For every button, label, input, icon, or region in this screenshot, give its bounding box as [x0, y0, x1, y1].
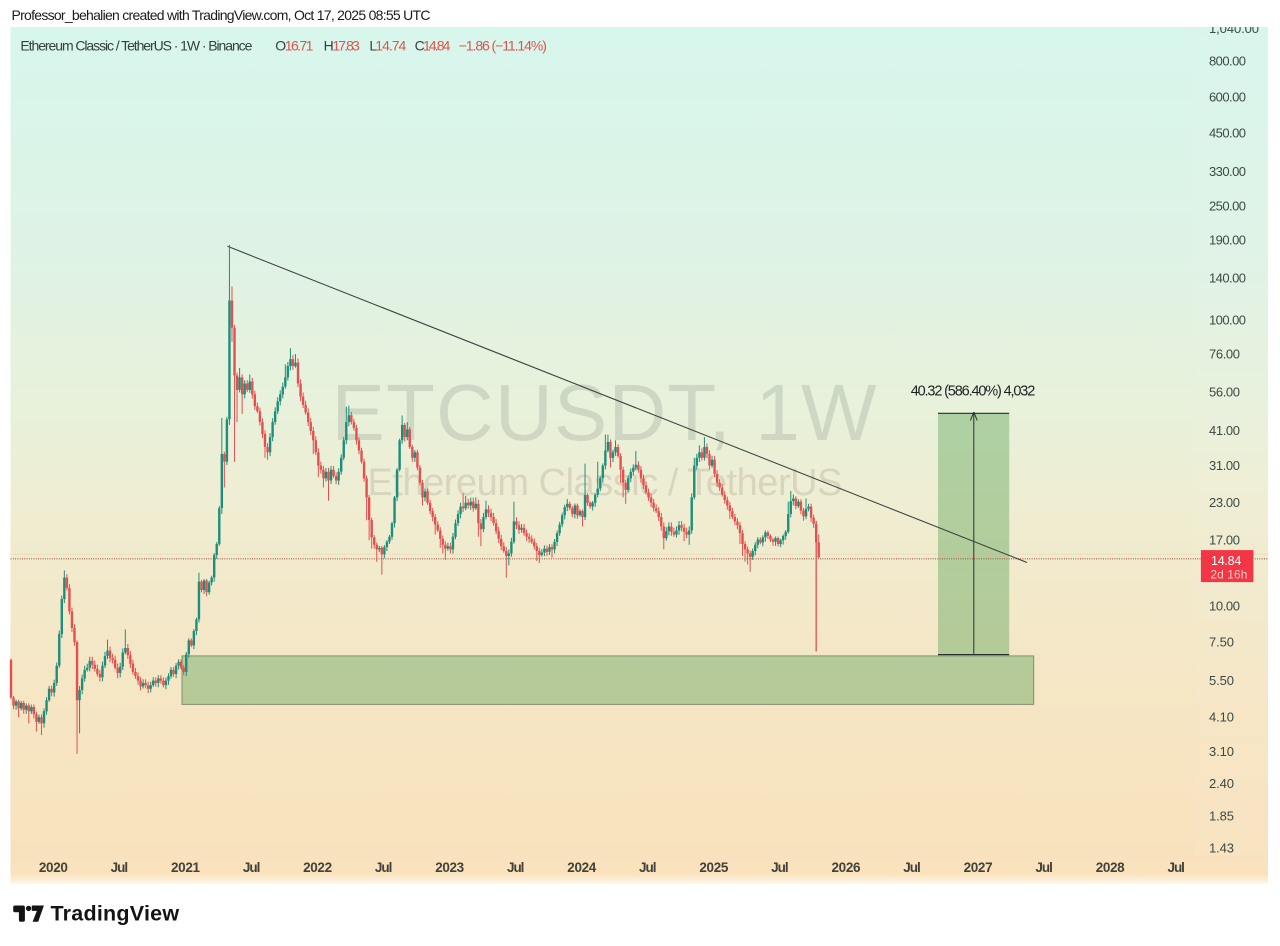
- svg-text:4.10: 4.10: [1209, 710, 1234, 725]
- svg-text:L: L: [369, 38, 377, 54]
- svg-text:TradingView: TradingView: [51, 902, 180, 926]
- svg-text:2024: 2024: [567, 860, 596, 875]
- svg-text:1.85: 1.85: [1209, 808, 1234, 823]
- svg-text:2d 16h: 2d 16h: [1210, 567, 1247, 581]
- svg-text:3.10: 3.10: [1209, 744, 1234, 759]
- svg-text:2.40: 2.40: [1209, 776, 1234, 791]
- svg-text:140.00: 140.00: [1209, 271, 1246, 286]
- svg-text:2022: 2022: [303, 860, 332, 875]
- svg-text:5.50: 5.50: [1209, 673, 1234, 688]
- svg-text:Jul: Jul: [507, 860, 525, 875]
- svg-text:2021: 2021: [171, 860, 200, 875]
- svg-text:O: O: [275, 38, 286, 54]
- svg-text:Jul: Jul: [243, 860, 261, 875]
- svg-text:56.00: 56.00: [1209, 384, 1240, 399]
- svg-text:Jul: Jul: [903, 860, 921, 875]
- svg-text:2026: 2026: [832, 860, 861, 875]
- svg-text:H: H: [324, 38, 334, 54]
- svg-text:1.43: 1.43: [1209, 840, 1234, 855]
- svg-text:−1.86 (−11.14%): −1.86 (−11.14%): [459, 38, 547, 54]
- svg-text:600.00: 600.00: [1209, 90, 1246, 105]
- svg-text:Ethereum Classic / TetherUS ·: Ethereum Classic / TetherUS · 1W · Binan…: [20, 38, 252, 54]
- svg-text:800.00: 800.00: [1209, 54, 1246, 69]
- svg-text:Jul: Jul: [771, 860, 789, 875]
- svg-text:76.00: 76.00: [1209, 346, 1240, 361]
- svg-text:23.00: 23.00: [1209, 495, 1240, 510]
- svg-text:17.00: 17.00: [1209, 533, 1240, 548]
- svg-text:190.00: 190.00: [1209, 233, 1246, 248]
- svg-text:450.00: 450.00: [1209, 125, 1246, 140]
- svg-text:41.00: 41.00: [1209, 423, 1240, 438]
- svg-text:100.00: 100.00: [1209, 312, 1246, 327]
- svg-text:330.00: 330.00: [1209, 164, 1246, 179]
- svg-text:Jul: Jul: [639, 860, 657, 875]
- svg-text:2028: 2028: [1096, 860, 1125, 875]
- svg-text:16.71: 16.71: [285, 38, 314, 54]
- svg-text:2023: 2023: [435, 860, 464, 875]
- svg-text:2025: 2025: [699, 860, 728, 875]
- svg-text:40.32 (586.40%) 4,032: 40.32 (586.40%) 4,032: [911, 384, 1036, 400]
- svg-text:Professor_behalien created wit: Professor_behalien created with TradingV…: [12, 7, 431, 23]
- svg-text:Jul: Jul: [1167, 860, 1185, 875]
- svg-text:10.00: 10.00: [1209, 599, 1240, 614]
- svg-text:14.84: 14.84: [423, 38, 451, 54]
- svg-text:Jul: Jul: [375, 860, 393, 875]
- svg-text:ETCUSDT, 1W: ETCUSDT, 1W: [332, 368, 877, 457]
- svg-text:14.84: 14.84: [1211, 554, 1241, 568]
- svg-text:7.50: 7.50: [1209, 634, 1234, 649]
- svg-text:2027: 2027: [964, 860, 993, 875]
- svg-text:Jul: Jul: [1035, 860, 1053, 875]
- svg-text:Jul: Jul: [111, 860, 128, 875]
- svg-text:14.74: 14.74: [375, 38, 406, 54]
- svg-text:31.00: 31.00: [1209, 458, 1240, 473]
- svg-text:C: C: [415, 38, 425, 54]
- svg-text:2020: 2020: [39, 860, 68, 875]
- svg-text:17.83: 17.83: [332, 38, 360, 54]
- svg-text:250.00: 250.00: [1209, 198, 1246, 213]
